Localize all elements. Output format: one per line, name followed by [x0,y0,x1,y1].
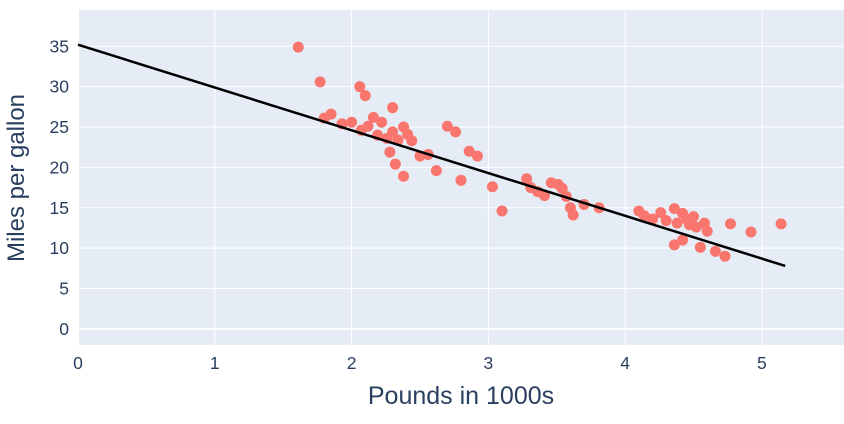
data-point [677,234,689,246]
data-point [671,217,683,229]
regression-line [77,43,786,268]
data-point [486,181,498,193]
data-point [567,209,579,221]
data-point [430,165,442,177]
data-point [314,76,326,88]
data-point [660,215,672,227]
data-point [471,150,483,162]
x-tick-label: 0 [73,353,83,373]
data-point [362,120,374,132]
data-point [441,120,453,132]
data-point [724,218,736,230]
y-tick-label: 5 [59,278,69,298]
x-tick-label: 4 [620,353,630,373]
data-point [745,226,757,238]
data-point [463,145,475,157]
y-tick-label: 20 [50,157,70,177]
data-point [398,170,410,182]
data-point [709,245,721,257]
data-point [292,41,304,53]
data-point [455,174,467,186]
y-tick-label: 25 [50,117,69,137]
data-point [387,102,399,114]
data-point [647,213,658,225]
y-tick-label: 10 [50,238,70,258]
data-point [384,146,396,158]
data-point [668,203,680,215]
data-point [346,116,358,128]
y-tick-label: 35 [50,36,69,56]
data-point [450,126,462,138]
data-point [719,250,731,262]
data-point [694,241,706,253]
data-point [655,207,667,219]
data-point [496,205,508,217]
data-point [668,239,680,251]
x-tick-label: 3 [483,353,493,373]
data-point [359,90,371,102]
data-point [690,221,702,233]
y-tick-label: 30 [50,77,70,97]
data-point [701,225,713,237]
data-point [521,173,533,185]
data-point [387,126,399,138]
x-tick-label: 1 [210,353,220,373]
y-axis-title: Miles per gallon [3,93,30,263]
data-point [688,211,700,223]
data-point [325,108,337,120]
x-tick-label: 5 [757,353,767,373]
data-point [376,116,388,128]
data-point [354,81,366,93]
x-tick-label: 2 [347,353,357,373]
data-point [389,158,401,170]
data-point [406,135,418,147]
y-tick-label: 15 [50,198,69,218]
data-point [367,111,379,123]
data-point [538,190,550,202]
data-point [775,218,787,230]
x-axis-title: Pounds in 1000s [367,382,555,410]
y-tick-label: 0 [59,319,69,339]
